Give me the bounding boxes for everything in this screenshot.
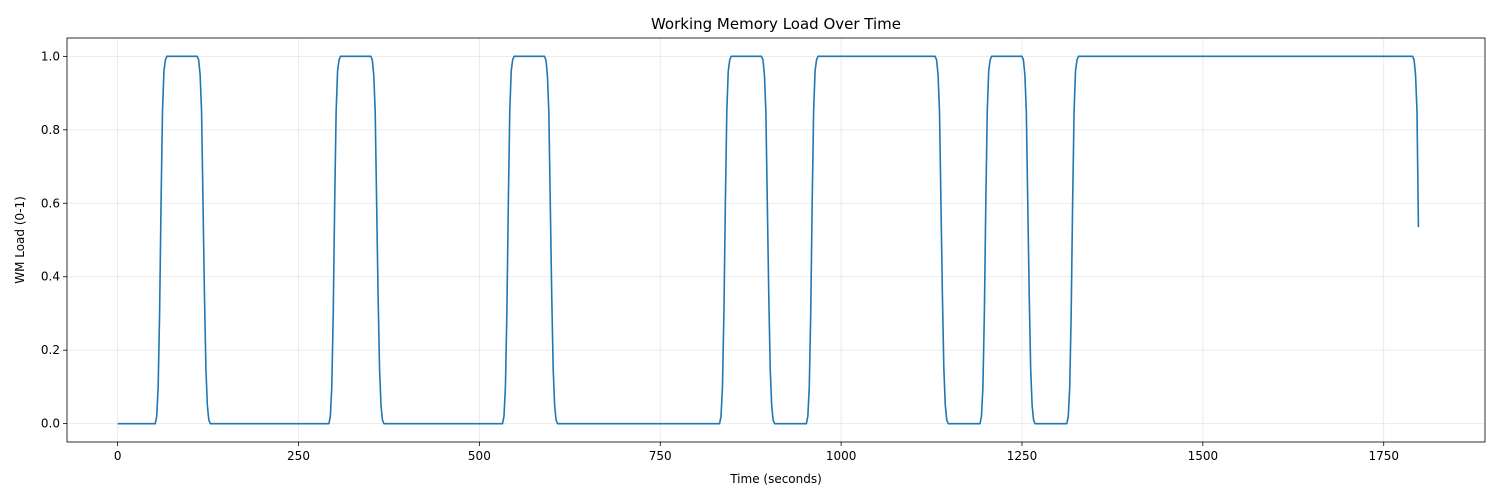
y-tick-label: 1.0 <box>41 49 60 63</box>
y-tick-label: 0.4 <box>41 270 60 284</box>
y-tick-label: 0.6 <box>41 196 60 210</box>
y-axis-title: WM Load (0-1) <box>13 196 27 284</box>
x-axis-title: Time (seconds) <box>729 472 822 486</box>
x-tick-label: 1500 <box>1188 449 1219 463</box>
x-tick-label: 1250 <box>1007 449 1038 463</box>
x-tick-label: 0 <box>114 449 122 463</box>
x-tick-label: 1750 <box>1368 449 1399 463</box>
x-tick-label: 250 <box>287 449 310 463</box>
x-tick-label: 1000 <box>826 449 857 463</box>
y-tick-label: 0.2 <box>41 343 60 357</box>
x-tick-label: 750 <box>649 449 672 463</box>
x-tick-label: 500 <box>468 449 491 463</box>
chart-title: Working Memory Load Over Time <box>651 15 901 33</box>
y-tick-label: 0.8 <box>41 123 60 137</box>
y-tick-label: 0.0 <box>41 417 60 431</box>
